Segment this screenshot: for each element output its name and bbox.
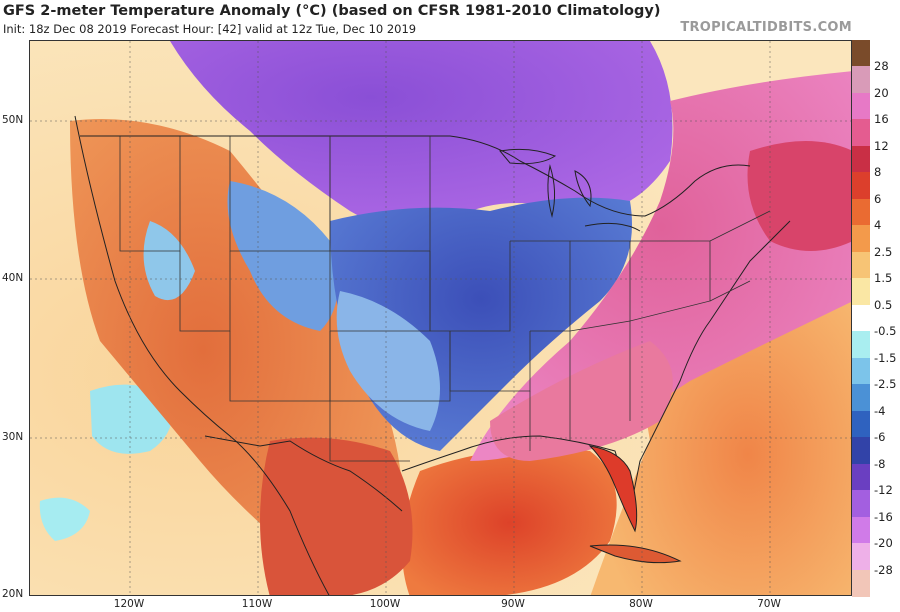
lon-label-110w: 110W: [241, 598, 273, 610]
colorbar-swatch: [852, 145, 870, 173]
colorbar-swatch: [852, 331, 870, 359]
rockies-cool: [227, 181, 338, 331]
lat-label-40n: 40N: [2, 272, 24, 284]
colorbar-label: 1.5: [874, 271, 893, 286]
colorbar-swatch: [852, 119, 870, 147]
cuba: [589, 544, 682, 564]
watermark: TROPICALTIDBITS.COM: [680, 20, 852, 35]
basin-cool: [143, 221, 195, 301]
colorbar-swatch: [852, 543, 870, 571]
colorbar-label: -1.5: [874, 350, 897, 365]
colorbar-label: -16: [874, 509, 893, 524]
colorbar-swatch: [852, 278, 870, 306]
colorbar-label: 0.5: [874, 297, 893, 312]
colorbar-label: -20: [874, 536, 893, 551]
colorbar-label: 20: [874, 85, 889, 100]
lon-label-100w: 100W: [369, 598, 401, 610]
southeast-warm: [490, 341, 673, 461]
colorbar-label: 12: [874, 138, 889, 153]
colorbar-label: -6: [874, 430, 886, 445]
lat-label-20n: 20N: [2, 588, 24, 600]
colorbar-swatch: [852, 463, 870, 491]
lon-label-70w: 70W: [757, 598, 781, 610]
page-title: GFS 2-meter Temperature Anomaly (°C) (ba…: [3, 3, 661, 19]
forecast-info: Init: 18z Dec 08 2019 Forecast Hour: [42…: [3, 22, 417, 36]
lake-erie: [584, 222, 641, 232]
lake-superior: [499, 148, 557, 165]
colorbar-label: 6: [874, 191, 882, 206]
graticule: [30, 41, 851, 595]
anomaly-map: [29, 40, 852, 596]
quebec-warm: [747, 141, 851, 251]
colorbar-swatch: [852, 410, 870, 438]
colorbar-label: -4: [874, 403, 886, 418]
colorbar-swatch: [852, 66, 870, 94]
colorbar-swatch: [852, 304, 870, 332]
colorbar-legend: 28 20 16 12 8 6 4 2.5 1.5 0.5 -0.5 -1.5 -2.5 -4 -6 -8 -1…: [852, 40, 900, 597]
colorbar-label: 16: [874, 112, 889, 127]
state-lines: [119, 136, 771, 462]
colorbar-swatch: [852, 251, 870, 279]
lon-label-120w: 120W: [113, 598, 145, 610]
colorbar-swatch: [852, 198, 870, 226]
gulf-warm: [402, 448, 617, 595]
colorbar-label: -8: [874, 456, 886, 471]
canada-cold: [170, 41, 673, 229]
colorbar-label: 2.5: [874, 244, 893, 259]
mexico-warm: [260, 437, 413, 595]
colorbar-swatch: [852, 172, 870, 200]
colorbar-swatch: [852, 225, 870, 253]
colorbar-swatch: [852, 437, 870, 465]
colorbar-label: -0.5: [874, 324, 897, 339]
colorbar-swatch: [852, 92, 870, 120]
plains-cool: [336, 291, 440, 431]
colorbar-swatch: [852, 516, 870, 544]
us-canada-border: [80, 135, 751, 217]
florida: [588, 445, 638, 533]
us-coastline: [74, 115, 791, 595]
colorbar-label: 4: [874, 218, 882, 233]
header: GFS 2-meter Temperature Anomaly (°C) (ba…: [0, 0, 900, 40]
colorbar-swatch: [852, 40, 870, 67]
lon-label-90w: 90W: [501, 598, 525, 610]
lat-label-30n: 30N: [2, 431, 24, 443]
colorbar-swatch: [852, 490, 870, 518]
lake-huron: [574, 170, 592, 208]
colorbar-label: -2.5: [874, 377, 897, 392]
lon-label-80w: 80W: [629, 598, 653, 610]
colorbar-label: 28: [874, 59, 889, 74]
colorbar-swatch: [852, 384, 870, 412]
pacific-cool-patch-2: [39, 497, 90, 541]
colorbar-swatch: [852, 569, 870, 597]
lake-michigan: [547, 164, 556, 218]
lat-label-50n: 50N: [2, 114, 24, 126]
colorbar-label: -28: [874, 562, 893, 577]
colorbar-label: -12: [874, 483, 893, 498]
colorbar-swatch: [852, 357, 870, 385]
colorbar-label: 8: [874, 165, 882, 180]
us-mexico-border: [204, 435, 403, 512]
